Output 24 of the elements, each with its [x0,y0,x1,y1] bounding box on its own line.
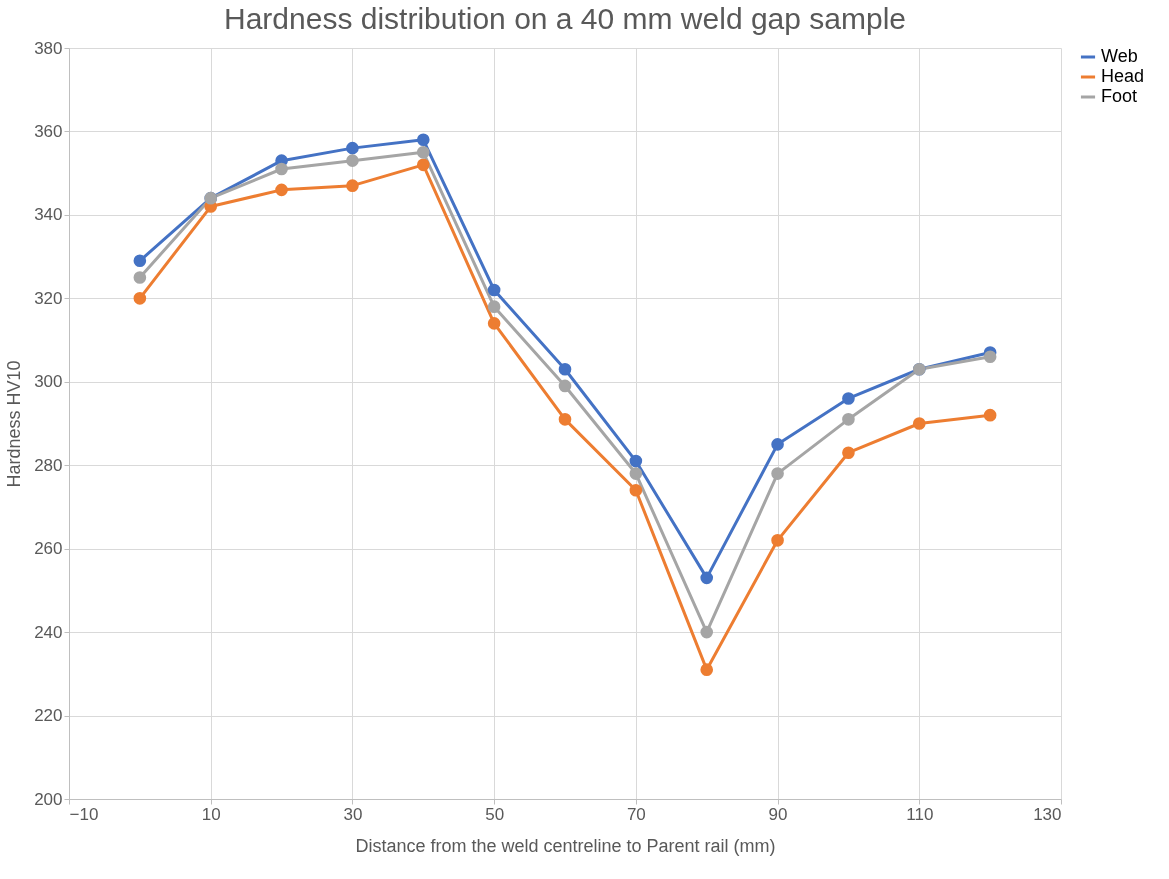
legend-label: Foot [1101,86,1138,106]
y-tick-label: 280 [34,455,63,475]
x-tick-label: −10 [69,804,99,824]
x-tick-label: 50 [485,804,505,824]
y-tick-label: 360 [34,121,63,141]
x-axis-title: Distance from the weld centreline to Parent rail (mm) [355,835,776,856]
x-tick-label: 110 [906,804,934,824]
chart-title: Hardness distribution on a 40 mm weld gap sample [223,2,907,35]
y-tick-label: 320 [34,288,63,308]
legend-label: Web [1101,46,1138,66]
legend-label: Head [1101,66,1145,86]
x-tick-label: 10 [201,804,221,824]
x-tick-label: 90 [768,804,788,824]
x-tick-label: 70 [626,804,646,824]
y-tick-label: 260 [34,539,63,559]
y-tick-label: 380 [34,38,63,58]
y-tick-label: 340 [34,205,63,225]
y-axis-title: Hardness HV10 [4,360,25,488]
y-tick-label: 240 [34,622,63,642]
x-tick-label: 30 [343,804,363,824]
y-tick-label: 200 [34,789,63,809]
y-tick-label: 220 [34,706,63,726]
y-tick-label: 300 [34,372,63,392]
x-tick-label: 130 [1033,804,1062,824]
